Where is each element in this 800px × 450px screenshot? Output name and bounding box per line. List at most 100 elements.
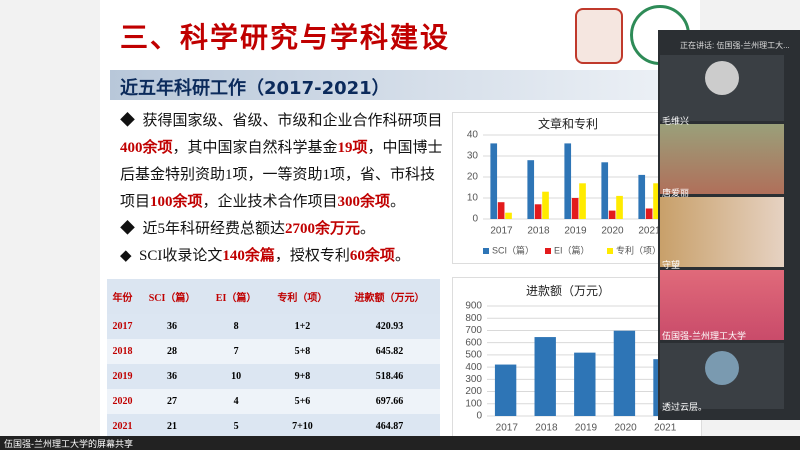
cell: 697.66: [338, 389, 440, 414]
cell: 27: [137, 389, 207, 414]
speaking: 正在讲话: 伍国强-兰州理工大...: [680, 41, 790, 50]
text: ，企业技术合作项目: [202, 194, 338, 210]
cell: 5: [206, 414, 266, 439]
header-cell: SCI（篇）: [137, 279, 207, 314]
cell: 1+2: [265, 314, 339, 339]
text: SCI收录论文: [139, 248, 223, 264]
year-cell: 2020: [107, 389, 138, 414]
cell: 518.46: [338, 364, 440, 389]
highlight: 400余项: [120, 140, 173, 156]
cell: 21: [137, 414, 207, 439]
y-tick-label: 0: [472, 214, 478, 225]
highlight: 100余项: [150, 194, 203, 210]
logo: [575, 8, 623, 64]
bar: [613, 330, 636, 416]
participant-name: 伍国强-兰州理工大学: [662, 331, 746, 341]
video-tile[interactable]: [660, 55, 784, 121]
participant-name: 守望: [662, 260, 681, 270]
cell: 9+8: [265, 364, 339, 389]
chart-title: 文章和专利: [538, 116, 598, 131]
highlight: 140余篇: [222, 248, 275, 264]
x-tick-label: 2018: [535, 423, 558, 434]
y-tick-label: 30: [467, 151, 479, 162]
highlight: 300余项: [337, 194, 391, 210]
cell: 4: [206, 389, 266, 414]
video-tile[interactable]: [660, 270, 784, 340]
bar: [579, 183, 586, 219]
x-tick-label: 2021: [654, 423, 677, 434]
text: ，授权专利: [274, 248, 350, 264]
participant-name: 唐爱丽: [662, 188, 690, 198]
y-tick-label: 800: [465, 313, 482, 324]
y-tick-label: 300: [465, 374, 482, 385]
table: 年份 SCI（篇） EI（篇） 专利（项） 进款额（万元） 2017 36 8 1+2 420.9…: [107, 279, 440, 439]
x-tick-label: 2017: [490, 226, 513, 237]
row: 2020 27 4 5+6 697.66: [107, 389, 440, 414]
text: ，其中国家自然科学基金: [172, 140, 338, 156]
section-title: 近五年科研工作（2017-2021）: [120, 78, 390, 99]
bar: [653, 183, 660, 219]
bar: [601, 162, 609, 219]
participant-name: 毛维兴: [662, 116, 690, 126]
cell: 7: [206, 339, 266, 364]
highlight: 2700余万元: [285, 221, 361, 237]
bar: [645, 208, 653, 219]
y-tick-label: 400: [465, 362, 482, 373]
cell: 36: [137, 364, 207, 389]
bullet-marker: ◆: [120, 248, 140, 264]
bar: [494, 364, 517, 416]
bar: [616, 195, 623, 219]
section-band: [110, 70, 690, 100]
text: 。: [390, 194, 406, 210]
bar: [490, 143, 498, 219]
y-tick-label: 600: [465, 337, 482, 348]
text: 获得国家级、省级、市级和企业合作科研项目: [142, 113, 443, 129]
row: 2021 21 5 7+10 464.87: [107, 414, 440, 439]
year-cell: 2019: [107, 364, 138, 389]
legend-label: 专利（项）: [616, 244, 661, 255]
y-tick-label: 900: [465, 301, 482, 312]
bullet-marker: ◆: [120, 113, 143, 129]
row: 2017 36 8 1+2 420.93: [107, 314, 440, 339]
bullet: ◆ 近5年科研经费总额达2700余万元。: [120, 216, 445, 243]
legend-swatch: [483, 248, 489, 254]
bar: [527, 160, 535, 219]
y-tick-label: 0: [476, 411, 482, 422]
highlight: 19项: [337, 140, 368, 156]
cell: 5+6: [265, 389, 339, 414]
year-cell: 2021: [107, 414, 138, 439]
x-tick-label: 2021: [638, 226, 661, 237]
row: 2018 28 7 5+8 645.82: [107, 339, 440, 364]
cell: 464.87: [338, 414, 440, 439]
cell: 7+10: [265, 414, 339, 439]
bar: [608, 210, 616, 219]
text: 。: [360, 221, 376, 237]
text: 。: [394, 248, 410, 264]
header-cell: 进款额（万元）: [338, 279, 440, 314]
legend-swatch: [607, 248, 613, 254]
x-tick-label: 2018: [527, 226, 550, 237]
legend-swatch: [545, 248, 551, 254]
bar: [638, 174, 646, 219]
bullet-marker: ◆: [120, 221, 143, 237]
bar: [542, 191, 549, 219]
bar: [534, 337, 556, 416]
highlight: 60余项: [349, 248, 395, 264]
row: 2019 36 10 9+8 518.46: [107, 364, 440, 389]
cell: 36: [137, 314, 207, 339]
video-tile[interactable]: [660, 197, 784, 267]
x-tick-label: 2020: [614, 423, 637, 434]
slide-title: 三、科学研究与学科建设: [120, 21, 451, 54]
cell: 28: [137, 339, 207, 364]
chart-title: 进款额（万元）: [526, 284, 610, 298]
legend-label: EI（篇）: [554, 244, 590, 255]
cell: 5+8: [265, 339, 339, 364]
bar: [497, 202, 505, 219]
x-tick-label: 2019: [575, 423, 598, 434]
bar: [564, 143, 572, 219]
video-tile[interactable]: [660, 343, 784, 409]
bar: [571, 198, 579, 219]
video-tile[interactable]: [660, 124, 784, 194]
year-cell: 2017: [107, 314, 138, 339]
